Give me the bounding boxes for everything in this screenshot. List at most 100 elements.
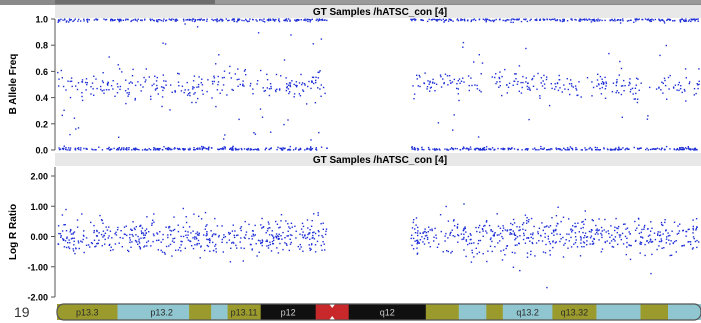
data-point (189, 240, 192, 243)
band-segment-17[interactable] (668, 304, 701, 320)
band-segment-15[interactable] (596, 304, 641, 320)
outlier-point (219, 92, 221, 94)
band-segment-8[interactable] (332, 304, 350, 320)
data-point (261, 239, 263, 241)
data-point (629, 91, 632, 93)
data-point (672, 20, 674, 22)
data-point (574, 236, 577, 238)
data-point (624, 149, 626, 151)
data-point (70, 18, 72, 21)
data-point (103, 18, 105, 20)
data-point (601, 234, 603, 236)
data-point (96, 230, 98, 233)
data-point (169, 147, 171, 150)
data-point (544, 18, 546, 21)
data-point (604, 19, 606, 22)
band-segment-3[interactable] (189, 304, 212, 320)
band-segment-4[interactable] (211, 304, 229, 320)
data-point (86, 18, 88, 21)
data-point (592, 243, 595, 245)
data-point (583, 18, 586, 20)
data-point (62, 148, 64, 151)
band-p13.2[interactable]: p13.2 (134, 304, 190, 320)
band-q13.2[interactable]: q13.2 (502, 304, 553, 320)
data-point (636, 147, 639, 150)
data-point (411, 244, 413, 247)
band-segment-16[interactable] (640, 304, 669, 320)
data-point (573, 243, 575, 245)
data-point (679, 21, 682, 23)
data-point (278, 89, 281, 91)
band-p13.11[interactable]: p13.11 (227, 304, 262, 320)
data-point (199, 148, 201, 150)
data-point (187, 234, 189, 236)
data-point (146, 241, 148, 244)
data-point (246, 148, 248, 150)
data-point (635, 77, 638, 79)
band-q12[interactable]: q12 (348, 304, 427, 320)
band-fill (668, 304, 701, 320)
data-point (106, 229, 109, 231)
data-point (423, 149, 425, 151)
data-point (636, 227, 638, 229)
data-point (691, 148, 693, 150)
data-point (59, 233, 62, 235)
data-point (123, 226, 126, 228)
band-segment-1[interactable] (117, 304, 135, 320)
data-point (66, 236, 68, 238)
data-point (183, 148, 185, 151)
data-point (199, 18, 201, 21)
data-point (492, 19, 494, 22)
data-point (256, 255, 258, 257)
data-point (85, 78, 88, 80)
data-point (221, 238, 223, 241)
data-point (679, 223, 681, 225)
data-point (659, 234, 662, 236)
data-point (544, 87, 546, 89)
data-point (268, 234, 271, 236)
data-point (310, 244, 313, 246)
data-point (104, 238, 106, 241)
data-point (93, 75, 95, 77)
data-point (132, 221, 134, 223)
data-point (255, 243, 257, 245)
data-point (570, 236, 572, 239)
outlier-point (108, 56, 110, 58)
data-point (96, 242, 98, 245)
data-point (536, 149, 538, 151)
lrr-panel[interactable]: GT Samples /hATSC_con [4] -2.00-1.000.00… (8, 153, 701, 303)
band-p12[interactable]: p12 (260, 304, 317, 320)
data-point (230, 247, 232, 249)
data-point (622, 20, 624, 22)
data-point (692, 18, 695, 20)
data-point (516, 83, 519, 85)
data-point (287, 230, 289, 232)
data-point (583, 237, 585, 239)
data-point (197, 97, 199, 100)
data-point (465, 239, 468, 241)
data-point (696, 239, 698, 242)
data-point (101, 80, 104, 82)
data-point (595, 19, 598, 21)
band-q13.32[interactable]: q13.32 (552, 304, 597, 320)
band-segment-7[interactable] (315, 304, 333, 320)
data-point (619, 60, 621, 63)
data-point (81, 213, 83, 215)
chromosome-ideogram[interactable]: 19 p13.3 p13.2 p13.11 p12 q12 q13.2 q13.32 (14, 303, 701, 321)
band-p13.3[interactable]: p13.3 (57, 304, 118, 320)
data-point (656, 248, 658, 251)
data-point (675, 149, 677, 151)
data-point (618, 225, 620, 228)
band-segment-10[interactable] (425, 304, 460, 320)
band-segment-11[interactable] (458, 304, 487, 320)
band-segment-12[interactable] (486, 304, 504, 320)
outlier-point (153, 234, 155, 237)
data-point (597, 83, 600, 85)
data-point (63, 147, 65, 150)
band-fill (348, 304, 427, 320)
data-point (159, 231, 161, 233)
data-point (678, 149, 680, 151)
baf-panel[interactable]: GT Samples /hATSC_con [4] 0.00.20.40.60.… (8, 5, 701, 156)
outlier-point (549, 254, 551, 256)
data-point (316, 240, 319, 243)
